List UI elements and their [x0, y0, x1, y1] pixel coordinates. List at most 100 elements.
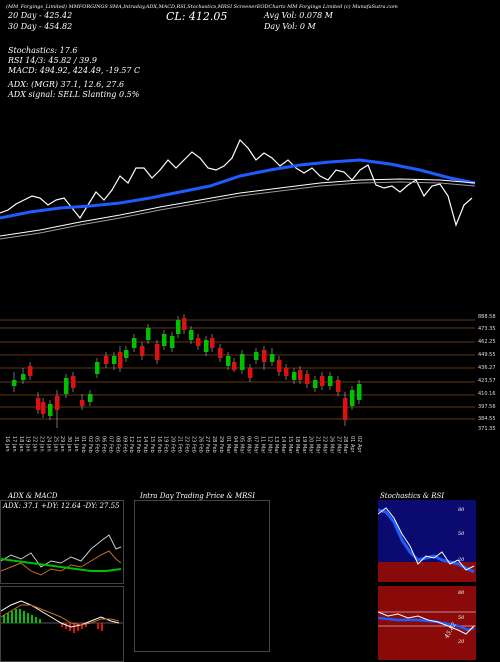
- date-tick: 01 Mar: [225, 436, 231, 454]
- date-tick: 23 Jan: [39, 436, 45, 452]
- date-tick: 27 Mar: [335, 436, 341, 454]
- rsi-tick: 80: [458, 590, 465, 596]
- date-tick: 04 Mar: [232, 436, 238, 454]
- adx-panel: ADX: 37.1 +DY: 12.64 -DY: 27.55: [0, 500, 124, 584]
- date-tick: 16 Jan: [4, 436, 10, 452]
- price-tick: 436.27: [478, 365, 496, 371]
- date-tick: 18 Mar: [294, 436, 300, 454]
- price-tick: 397.56: [478, 404, 496, 410]
- candle-body: [210, 338, 215, 348]
- adx-readout: ADX: 37.1 +DY: 12.64 -DY: 27.55: [3, 502, 120, 510]
- intraday-panel: [134, 500, 270, 652]
- candle-body: [196, 338, 201, 346]
- candle-body: [112, 356, 117, 364]
- date-tick: 31 Jan: [73, 436, 79, 452]
- sma-white-line-2: [0, 181, 476, 240]
- date-tick: 08 Feb: [114, 436, 120, 453]
- intraday-panel-title: Intra Day Trading Price & MRSI: [140, 492, 255, 500]
- candle-body: [48, 404, 53, 416]
- macd-panel: [0, 586, 124, 662]
- stoch-tick: 20: [458, 557, 465, 563]
- price-axis: 888.58 473.35 462.25 449.55 436.27 423.5…: [478, 314, 496, 432]
- date-tick: 13 Mar: [273, 436, 279, 454]
- candle-body: [88, 394, 93, 402]
- rsi-tick: 50: [458, 615, 465, 621]
- candle-body: [292, 372, 297, 380]
- date-tick: 05 Mar: [239, 436, 245, 454]
- candle-body: [232, 362, 237, 370]
- stoch-panel-title: Stochastics & RSI: [380, 492, 445, 500]
- date-tick: 19 Jan: [25, 436, 31, 452]
- candle-body: [182, 318, 187, 330]
- candle-body: [155, 344, 160, 360]
- date-tick: 15 Mar: [287, 436, 293, 454]
- candle-body: [254, 352, 259, 360]
- candle-body: [277, 360, 282, 372]
- date-tick: 17 Jan: [11, 436, 17, 452]
- date-tick: 02 Feb: [87, 436, 93, 453]
- date-tick: 19 Feb: [163, 436, 169, 453]
- sma-white-line-1: [0, 178, 476, 237]
- date-tick: 20 Feb: [170, 436, 176, 453]
- stochastics-value: Stochastics: 17.6: [8, 46, 78, 55]
- price-line: [0, 138, 473, 227]
- date-tick: 16 Feb: [156, 436, 162, 453]
- close-price: CL: 412.05: [166, 10, 228, 23]
- stoch-tick: 50: [458, 531, 465, 537]
- chart-header-line: (MM_Forgings_Limited) MMFORGINGS SMA,Int…: [6, 4, 398, 10]
- adx-signal: ADX signal: SELL Slanting 0.5%: [8, 90, 140, 99]
- candle-body: [146, 328, 151, 340]
- candle-body: [343, 398, 348, 420]
- date-tick: 07 Mar: [252, 436, 258, 454]
- rsi-tick: 20: [458, 639, 465, 645]
- candle-body: [218, 348, 223, 358]
- candle-body: [320, 376, 325, 386]
- price-tick: 371.35: [478, 426, 496, 432]
- date-tick: 29 Jan: [59, 436, 65, 452]
- date-tick: 12 Feb: [128, 436, 134, 453]
- date-tick: 11 Mar: [259, 436, 265, 454]
- price-tick: 449.55: [478, 352, 496, 358]
- candle-body: [71, 376, 76, 388]
- date-tick: 14 Feb: [142, 436, 148, 453]
- candle-body: [41, 402, 46, 414]
- sma-chart: [0, 138, 476, 240]
- rsi-value: RSI 14/3: 45.82 / 39.9: [8, 56, 97, 65]
- candle-body: [270, 354, 275, 362]
- candle-body: [12, 380, 17, 386]
- candle-body: [28, 366, 33, 376]
- candle-body: [140, 346, 145, 356]
- date-tick: 21 Feb: [177, 436, 183, 453]
- adx-value: ADX: (MGR) 37.1, 12.6, 27.6: [8, 80, 125, 89]
- date-tick: 28 Mar: [342, 436, 348, 454]
- date-tick: 26 Feb: [197, 436, 203, 453]
- candle-body: [104, 356, 109, 364]
- day-volume: Day Vol: 0 M: [264, 22, 316, 31]
- date-tick: 13 Feb: [135, 436, 141, 453]
- candle-body: [313, 380, 318, 388]
- stochastics-panel: 80 50 20: [378, 500, 476, 582]
- date-tick: 22 Jan: [32, 436, 38, 452]
- date-tick: 22 Mar: [321, 436, 327, 454]
- date-tick: 05 Feb: [94, 436, 100, 453]
- candle-body: [189, 330, 194, 340]
- candle-body: [240, 354, 245, 370]
- candle-body: [118, 352, 123, 368]
- date-tick: 12 Mar: [266, 436, 272, 454]
- sma-blue-line: [0, 158, 476, 220]
- candle-body: [328, 376, 333, 386]
- date-tick: 26 Mar: [328, 436, 334, 454]
- date-tick: 23 Feb: [190, 436, 196, 453]
- date-tick: 21 Mar: [315, 436, 321, 454]
- candle-body: [176, 320, 181, 334]
- price-tick: 423.57: [478, 378, 496, 384]
- date-tick: 06 Mar: [246, 436, 252, 454]
- candle-body: [336, 380, 341, 392]
- date-tick: 07 Feb: [108, 436, 114, 453]
- candle-body: [305, 374, 310, 384]
- date-tick: 01 Apr: [349, 436, 355, 454]
- candle-body: [350, 390, 355, 406]
- candle-body: [162, 334, 167, 346]
- date-tick: 01 Feb: [80, 436, 86, 453]
- price-tick: 462.25: [478, 339, 496, 345]
